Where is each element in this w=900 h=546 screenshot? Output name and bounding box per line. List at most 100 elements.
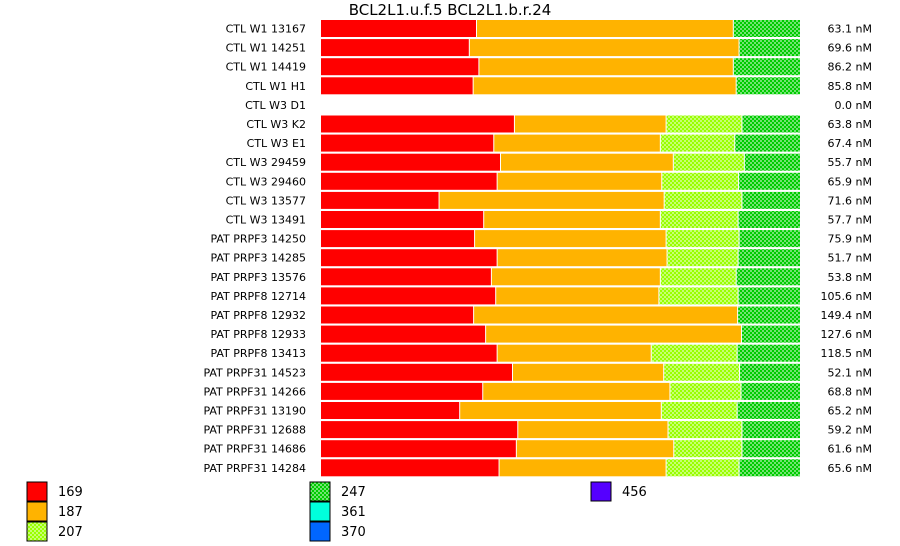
bar-segment-207 — [666, 459, 739, 477]
table-row: CTL W3 13491 57.7 nM — [226, 211, 872, 228]
row-label: PAT PRPF3 14285 — [210, 252, 306, 265]
bar-segment-247 — [742, 421, 800, 439]
legend-item-370: 370 — [309, 521, 366, 542]
legend-swatch — [309, 481, 331, 502]
bar-segment-187 — [439, 191, 664, 209]
bar-segment-169 — [321, 77, 473, 95]
row-total-label: 63.1 nM — [828, 23, 872, 36]
table-row: PAT PRPF3 13576 53.8 nM — [210, 268, 872, 286]
table-row: PAT PRPF8 12933 127.6 nM — [210, 325, 872, 343]
bar-segment-169 — [321, 39, 469, 57]
bar-segment-207 — [666, 115, 742, 133]
row-total-label: 53.8 nM — [828, 271, 872, 284]
bar-segment-169 — [321, 287, 496, 305]
bar-segment-187 — [486, 325, 741, 343]
legend-item-247: 247 — [309, 481, 366, 502]
row-total-label: 55.7 nM — [828, 156, 872, 169]
bar-segment-187 — [497, 344, 651, 362]
table-row: PAT PRPF31 14284 65.6 nM — [203, 459, 872, 477]
row-total-label: 57.7 nM — [828, 214, 872, 227]
row-total-label: 71.6 nM — [828, 194, 872, 207]
bar-segment-187 — [501, 153, 673, 171]
bar-segment-169 — [321, 363, 512, 381]
row-total-label: 59.2 nM — [828, 424, 872, 437]
table-row: CTL W3 E1 67.4 nM — [247, 134, 872, 152]
row-label: PAT PRPF8 12714 — [210, 290, 306, 303]
row-label: PAT PRPF3 13576 — [210, 271, 306, 284]
row-total-label: 65.6 nM — [828, 462, 872, 475]
bar-segment-207 — [659, 287, 738, 305]
legend-item-187: 187 — [26, 501, 83, 522]
bar-segment-169 — [321, 115, 514, 133]
row-label: PAT PRPF31 14523 — [203, 366, 306, 379]
bar-segment-247 — [738, 249, 800, 267]
bar-segment-247 — [741, 325, 800, 343]
row-total-label: 68.8 nM — [828, 385, 872, 398]
bar-segment-247 — [742, 191, 800, 209]
bar-segment-169 — [321, 191, 439, 209]
bar-segment-169 — [321, 211, 484, 228]
row-total-label: 65.9 nM — [828, 175, 872, 188]
legend-label: 187 — [58, 505, 83, 520]
legend-item-169: 169 — [26, 481, 83, 502]
row-total-label: 75.9 nM — [828, 233, 872, 246]
bar-segment-187 — [494, 134, 660, 152]
row-total-label: 52.1 nM — [828, 366, 872, 379]
bar-segment-207 — [666, 230, 739, 248]
table-row: CTL W1 14419 86.2 nM — [226, 58, 872, 76]
row-label: PAT PRPF8 12932 — [210, 309, 306, 322]
row-label: PAT PRPF31 12688 — [203, 424, 306, 437]
bar-segment-247 — [738, 287, 800, 305]
legend-label: 456 — [622, 485, 647, 500]
row-total-label: 61.6 nM — [828, 443, 872, 456]
legend-item-361: 361 — [309, 501, 366, 522]
row-label: CTL W3 13577 — [226, 194, 306, 207]
bar-segment-247 — [741, 382, 800, 400]
legend-swatch — [26, 521, 48, 542]
bar-segment-187 — [496, 287, 659, 305]
legend-label: 207 — [58, 525, 83, 540]
row-total-label: 149.4 nM — [821, 309, 872, 322]
bar-segment-207 — [664, 191, 742, 209]
bar-segment-169 — [321, 402, 460, 419]
table-row: PAT PRPF31 12688 59.2 nM — [203, 421, 872, 439]
row-total-label: 51.7 nM — [828, 252, 872, 265]
bar-segment-247 — [739, 230, 800, 248]
bar-segment-247 — [738, 306, 800, 324]
bar-segment-247 — [738, 211, 800, 228]
legend-swatch — [590, 481, 612, 502]
row-total-label: 118.5 nM — [821, 347, 872, 360]
bar-segment-207 — [667, 249, 738, 267]
row-label: CTL W3 K2 — [246, 118, 306, 131]
legend-swatch — [26, 501, 48, 522]
table-row: PAT PRPF31 13190 65.2 nM — [203, 402, 872, 419]
table-row: PAT PRPF3 14285 51.7 nM — [210, 249, 872, 267]
bar-segment-247 — [742, 440, 800, 458]
bar-segment-169 — [321, 306, 474, 324]
table-row: PAT PRPF31 14266 68.8 nM — [203, 382, 872, 400]
bar-segment-187 — [491, 268, 660, 286]
bar-segment-187 — [460, 402, 661, 419]
legend-swatch — [309, 521, 331, 542]
table-row: CTL W3 13577 71.6 nM — [226, 191, 872, 209]
table-row: PAT PRPF31 14686 61.6 nM — [203, 440, 872, 458]
table-row: CTL W1 14251 69.6 nM — [226, 39, 872, 57]
row-label: PAT PRPF31 13190 — [203, 405, 306, 418]
table-row: PAT PRPF3 14250 75.9 nM — [210, 230, 872, 248]
row-total-label: 67.4 nM — [828, 137, 872, 150]
row-label: CTL W1 13167 — [226, 23, 306, 36]
row-total-label: 85.8 nM — [828, 80, 872, 93]
bar-segment-169 — [321, 249, 497, 267]
table-row: CTL W1 H1 85.8 nM — [245, 77, 872, 95]
bar-segment-207 — [651, 344, 737, 362]
bar-segment-187 — [497, 172, 662, 190]
bar-segment-247 — [733, 58, 800, 76]
bar-segment-187 — [484, 211, 660, 228]
table-row: CTL W1 13167 63.1 nM — [226, 20, 872, 37]
bar-segment-247 — [736, 268, 800, 286]
bar-segment-247 — [735, 134, 800, 152]
bar-segment-207 — [674, 440, 742, 458]
bar-segment-207 — [660, 134, 735, 152]
